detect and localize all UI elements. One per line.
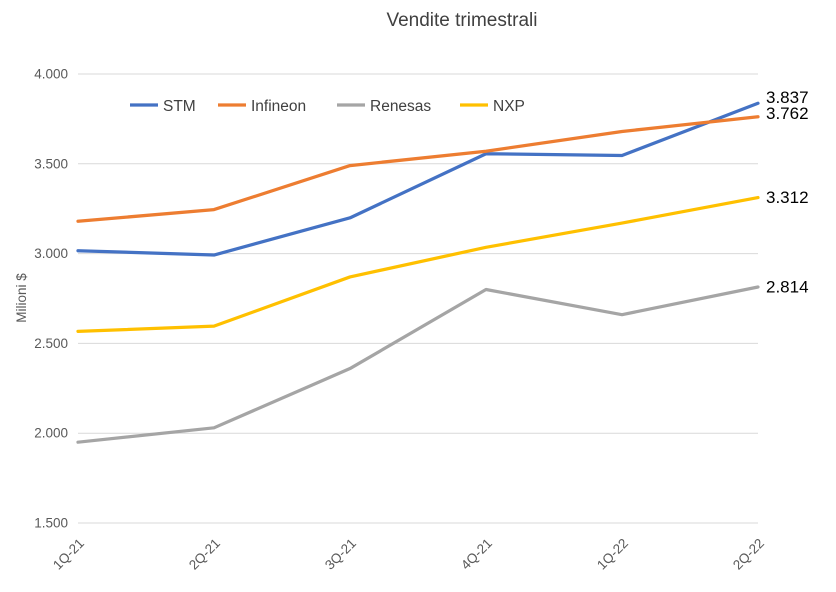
y-tick-label: 4.000 bbox=[34, 67, 68, 82]
end-label-renesas: 2.814 bbox=[766, 278, 809, 297]
series-line-stm[interactable] bbox=[76, 101, 760, 257]
y-tick-label: 2.500 bbox=[34, 336, 68, 351]
end-label-nxp: 3.312 bbox=[766, 188, 809, 207]
legend-item-stm[interactable]: STM bbox=[130, 98, 196, 115]
end-label-stm: 3.837 bbox=[766, 88, 809, 107]
x-tick-label: 2Q-21 bbox=[186, 536, 223, 573]
x-tick-label: 1Q-21 bbox=[50, 536, 87, 573]
y-tick-label: 2.000 bbox=[34, 426, 68, 441]
series-line-nxp[interactable] bbox=[76, 195, 760, 333]
x-tick-label: 4Q-21 bbox=[458, 536, 495, 573]
x-axis-tick-labels: 1Q-21 2Q-21 3Q-21 4Q-21 1Q-22 2Q-22 bbox=[50, 536, 767, 573]
y-tick-label: 3.000 bbox=[34, 246, 68, 261]
legend: STM Infineon Renesas NXP bbox=[130, 98, 525, 115]
y-axis-title: Milioni $ bbox=[14, 273, 29, 323]
legend-label: Renesas bbox=[370, 98, 431, 115]
y-axis-tick-labels: 4.000 3.500 3.000 2.500 2.000 1.500 bbox=[34, 67, 68, 531]
legend-item-nxp[interactable]: NXP bbox=[460, 98, 525, 115]
y-tick-label: 1.500 bbox=[34, 516, 68, 531]
chart-title: Vendite trimestrali bbox=[386, 10, 537, 31]
series-line-renesas[interactable] bbox=[76, 285, 760, 444]
legend-item-infineon[interactable]: Infineon bbox=[218, 98, 306, 115]
legend-label: STM bbox=[163, 98, 196, 115]
x-tick-label: 2Q-22 bbox=[730, 536, 767, 573]
x-tick-label: 1Q-22 bbox=[594, 536, 631, 573]
legend-label: NXP bbox=[493, 98, 525, 115]
series-lines bbox=[76, 101, 760, 444]
y-tick-label: 3.500 bbox=[34, 156, 68, 171]
legend-label: Infineon bbox=[251, 98, 306, 115]
legend-item-renesas[interactable]: Renesas bbox=[337, 98, 431, 115]
x-tick-label: 3Q-21 bbox=[322, 536, 359, 573]
series-line-infineon[interactable] bbox=[76, 115, 760, 223]
end-label-infineon: 3.762 bbox=[766, 104, 809, 123]
